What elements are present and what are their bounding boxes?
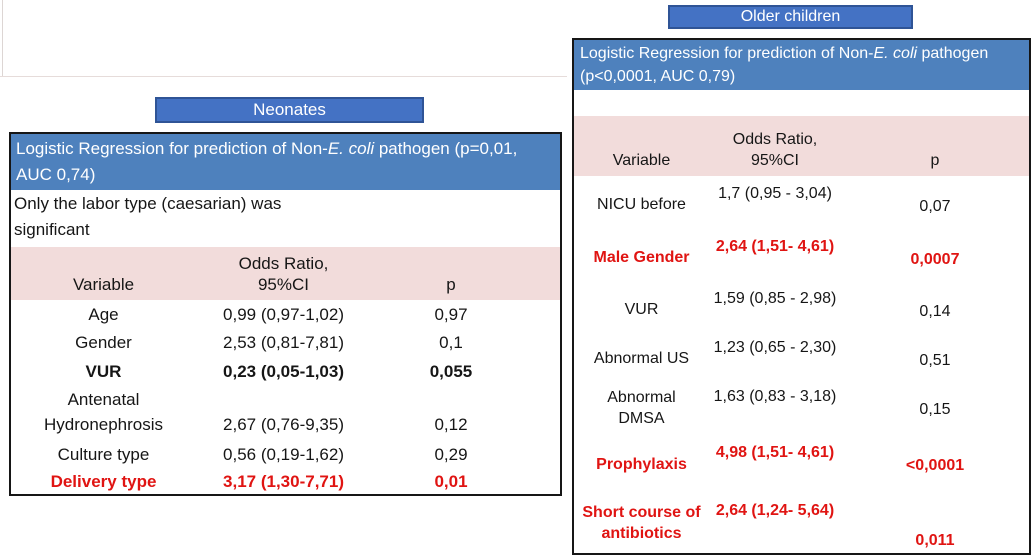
column-header-variable: Variable (612, 152, 671, 169)
row-odds-ratio: 2,67 (0,76-9,35) (223, 415, 344, 434)
table-row: NICU before 1,7 (0,95 - 3,04) 0,07 (574, 176, 1029, 229)
row-p-value: <0,0001 (905, 457, 965, 474)
table-row: Abnormal DMSA 1,63 (0,83 - 3,18) 0,15 (574, 380, 1029, 432)
column-header-odds-ratio: Odds Ratio, 95%CI (238, 254, 329, 294)
column-header-p: p (930, 152, 940, 169)
row-odds-ratio: 2,53 (0,81-7,81) (223, 333, 344, 352)
row-p-value: 0,1 (439, 333, 463, 352)
row-odds-ratio: 0,23 (0,05-1,03) (223, 361, 344, 381)
row-variable: Antenatal Hydronephrosis (43, 390, 164, 434)
row-variable: Short course of antibiotics (582, 503, 701, 542)
older-children-column-header-row: Variable Odds Ratio, 95%CI p (574, 116, 1029, 176)
row-odds-ratio: 1,59 (0,85 - 2,98) (713, 289, 837, 307)
row-variable: VUR (624, 301, 659, 318)
spacer-row (574, 90, 1029, 116)
neonates-table: Logistic Regression for prediction of No… (9, 132, 562, 496)
row-odds-ratio: 2,64 (1,24- 5,64) (715, 501, 835, 519)
row-p-value: 0,011 (915, 532, 955, 549)
divider-line-vertical (2, 0, 3, 76)
neonates-table-title-suffix: pathogen (p=0,01, AUC 0,74) (16, 139, 518, 184)
older-children-title-box: Older children (668, 5, 913, 29)
row-p-value: 0,29 (434, 445, 468, 464)
row-variable: VUR (85, 361, 122, 381)
row-p-value: 0,01 (434, 471, 468, 491)
row-p-value: 0,055 (429, 361, 473, 381)
row-variable: Culture type (57, 445, 150, 464)
older-children-table-title-prefix: Logistic Regression for prediction of No… (580, 45, 874, 62)
table-row: VUR 0,23 (0,05-1,03) 0,055 (11, 357, 560, 386)
neonates-rows: Age 0,99 (0,97-1,02) 0,97 Gender 2,53 (0… (11, 300, 560, 494)
table-row: Delivery type 3,17 (1,30-7,71) 0,01 (11, 469, 560, 494)
row-variable: Gender (75, 333, 132, 352)
row-variable: Abnormal DMSA (607, 389, 676, 427)
neonates-table-title-italic: E. coli (327, 139, 375, 158)
older-children-table-title-italic: E. coli (873, 45, 918, 62)
older-children-table-title-suffix: pathogen (p<0,0001, AUC 0,79) (580, 45, 989, 85)
table-row: VUR 1,59 (0,85 - 2,98) 0,14 (574, 282, 1029, 333)
row-variable: NICU before (597, 196, 686, 213)
row-odds-ratio: 0,56 (0,19-1,62) (223, 445, 344, 464)
row-p-value: 0,97 (434, 304, 468, 324)
row-variable: Delivery type (50, 471, 157, 491)
table-row: Male Gender 2,64 (1,51- 4,61) 0,0007 (574, 229, 1029, 282)
row-p-value: 0,51 (919, 351, 951, 369)
table-row: Culture type 0,56 (0,19-1,62) 0,29 (11, 441, 560, 469)
row-odds-ratio: 4,98 (1,51- 4,61) (715, 444, 835, 461)
row-odds-ratio: 3,17 (1,30-7,71) (223, 471, 344, 491)
row-p-value: 0,12 (434, 415, 468, 434)
neonates-column-header-row: Variable Odds Ratio, 95%CI p (11, 247, 560, 300)
column-header-variable: Variable (72, 275, 135, 294)
row-odds-ratio: 1,63 (0,83 - 3,18) (713, 388, 837, 405)
neonates-table-title-prefix: Logistic Regression for prediction of No… (16, 139, 328, 158)
row-p-value: 0,14 (919, 302, 951, 320)
row-p-value: 0,07 (919, 197, 951, 215)
row-variable: Prophylaxis (596, 455, 687, 473)
neonates-note: Only the labor type (caesarian) was sign… (14, 194, 282, 239)
row-variable: Age (88, 304, 119, 324)
divider-line-horizontal (0, 76, 567, 77)
older-children-table-title: Logistic Regression for prediction of No… (574, 40, 1029, 90)
row-odds-ratio: 2,64 (1,51- 4,61) (715, 237, 835, 255)
column-header-p: p (446, 275, 456, 294)
row-variable: Male Gender (593, 249, 690, 266)
table-row: Antenatal Hydronephrosis 2,67 (0,76-9,35… (11, 386, 560, 441)
table-row: Prophylaxis 4,98 (1,51- 4,61) <0,0001 (574, 432, 1029, 492)
table-row: Age 0,99 (0,97-1,02) 0,97 (11, 300, 560, 329)
neonates-title-box: Neonates (155, 97, 424, 123)
row-odds-ratio: 0,99 (0,97-1,02) (223, 304, 344, 324)
neonates-table-title: Logistic Regression for prediction of No… (11, 134, 560, 190)
table-row: Abnormal US 1,23 (0,65 - 2,30) 0,51 (574, 333, 1029, 380)
table-row: Gender 2,53 (0,81-7,81) 0,1 (11, 329, 560, 357)
older-children-rows: NICU before 1,7 (0,95 - 3,04) 0,07 Male … (574, 176, 1029, 553)
row-p-value: 0,15 (919, 401, 951, 418)
column-header-odds-ratio: Odds Ratio, 95%CI (732, 131, 818, 169)
table-row: Short course of antibiotics 2,64 (1,24- … (574, 492, 1029, 553)
row-variable: Abnormal US (593, 350, 690, 367)
older-children-table: Logistic Regression for prediction of No… (572, 38, 1031, 555)
row-odds-ratio: 1,7 (0,95 - 3,04) (718, 184, 832, 202)
row-p-value: 0,0007 (910, 250, 960, 268)
row-odds-ratio: 1,23 (0,65 - 2,30) (713, 338, 837, 356)
